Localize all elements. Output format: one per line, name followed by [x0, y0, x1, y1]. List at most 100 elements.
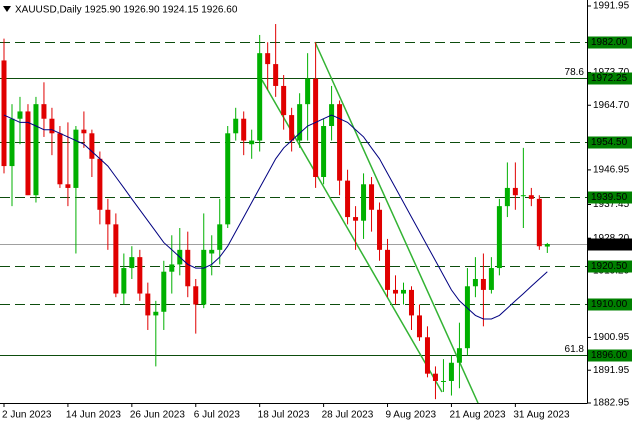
candle-body	[544, 244, 550, 247]
candle-body	[297, 104, 303, 141]
level-labels: 1982.001972.2578.61954.501939.501926.601…	[565, 36, 632, 362]
level-label: 1972.25	[591, 73, 628, 84]
candle-body	[201, 249, 207, 305]
x-tick-label: 6 Jul 2023	[194, 410, 241, 421]
candle-body	[17, 111, 23, 119]
x-tick-label: 14 Jun 2023	[66, 410, 121, 421]
candle-body	[241, 118, 247, 141]
candle-body	[456, 348, 462, 363]
candle-body	[313, 78, 319, 178]
candle-body	[361, 184, 367, 221]
candle-body	[536, 198, 542, 247]
level-label-box	[588, 298, 632, 311]
level-label: 1926.60	[591, 239, 628, 250]
candle-body	[448, 362, 454, 381]
ma-line	[3, 114, 548, 320]
candle-body	[369, 184, 375, 210]
candle-body	[305, 78, 311, 105]
candle-body	[161, 271, 167, 312]
y-tick-label: 1891.95	[593, 365, 630, 376]
fib-label: 61.8	[565, 344, 585, 355]
candle-body	[393, 289, 399, 294]
candle-body	[209, 249, 215, 254]
level-label-box	[588, 36, 632, 49]
candle-body	[49, 118, 55, 134]
candle-body	[353, 217, 359, 221]
x-tick-label: 28 Jul 2023	[322, 410, 374, 421]
symbol-icon	[3, 6, 11, 12]
candle-body	[97, 158, 103, 210]
candle-body	[185, 249, 191, 287]
x-tick-label: 9 Aug 2023	[386, 410, 437, 421]
candle-body	[345, 180, 351, 218]
candle-body	[520, 195, 526, 197]
candle-body	[153, 311, 159, 316]
candle-body	[281, 85, 287, 116]
candle-body	[145, 293, 151, 316]
level-label: 1982.00	[591, 37, 628, 48]
candle-body	[265, 53, 271, 65]
x-tick-label: 2 Jun 2023	[2, 410, 52, 421]
candle-body	[377, 209, 383, 250]
y-tick-label: 1900.95	[593, 332, 630, 343]
candle-body	[81, 129, 87, 134]
level-label: 1920.50	[591, 261, 628, 272]
candle-body	[337, 104, 343, 181]
y-tick-label: 1991.95	[593, 1, 630, 12]
candle-body	[137, 257, 143, 294]
candle-body	[480, 278, 486, 290]
level-label-box	[588, 136, 632, 149]
y-tick-label: 1928.20	[593, 233, 630, 244]
level-label: 1939.50	[591, 192, 628, 203]
candle-body	[424, 337, 430, 374]
level-label: 1910.00	[591, 299, 628, 310]
candle-body	[321, 126, 327, 178]
candle-body	[193, 286, 199, 305]
candle-body	[432, 373, 438, 381]
x-tick-label: 26 Jun 2023	[130, 410, 185, 421]
candle-body	[129, 257, 135, 269]
x-tick-label: 31 Aug 2023	[513, 410, 570, 421]
candle-body	[385, 249, 391, 290]
candle-body	[488, 268, 494, 290]
candle-body	[89, 133, 95, 159]
candle-body	[121, 268, 127, 294]
candle-body	[257, 53, 263, 141]
candle-body	[113, 224, 119, 294]
candles	[1, 24, 550, 400]
candle-body	[233, 118, 239, 134]
candle-body	[225, 133, 231, 225]
candle-body	[504, 187, 510, 207]
candle-body	[73, 129, 79, 188]
candle-body	[472, 278, 478, 287]
candle-body	[528, 195, 534, 199]
candle-body	[401, 289, 406, 294]
candle-body	[464, 286, 470, 349]
candle-body	[273, 64, 279, 86]
candle-body	[33, 104, 39, 196]
y-tick-label: 1937.45	[593, 199, 630, 210]
level-label-box	[588, 72, 632, 85]
candle-body	[1, 60, 7, 167]
candle-body	[416, 315, 422, 338]
candle-body	[25, 111, 31, 196]
chart-title: XAUUSD,Daily 1925.90 1926.90 1924.15 192…	[15, 5, 238, 16]
candle-body	[217, 224, 223, 250]
level-label-box	[588, 349, 632, 362]
y-tick-label: 1964.70	[593, 100, 630, 111]
candle-body	[169, 264, 175, 272]
level-label: 1896.00	[591, 350, 628, 361]
candle-body	[57, 133, 63, 185]
candle-body	[496, 206, 502, 269]
y-tick-label: 1882.95	[593, 398, 630, 409]
moving-average	[3, 114, 548, 320]
x-tick-label: 21 Aug 2023	[449, 410, 506, 421]
candle-body	[249, 140, 255, 145]
channel-line	[314, 41, 479, 404]
candle-body	[289, 115, 295, 141]
candle-body	[512, 187, 518, 196]
level-label: 1954.50	[591, 137, 628, 148]
candle-body	[440, 380, 446, 382]
candle-body	[9, 118, 15, 167]
